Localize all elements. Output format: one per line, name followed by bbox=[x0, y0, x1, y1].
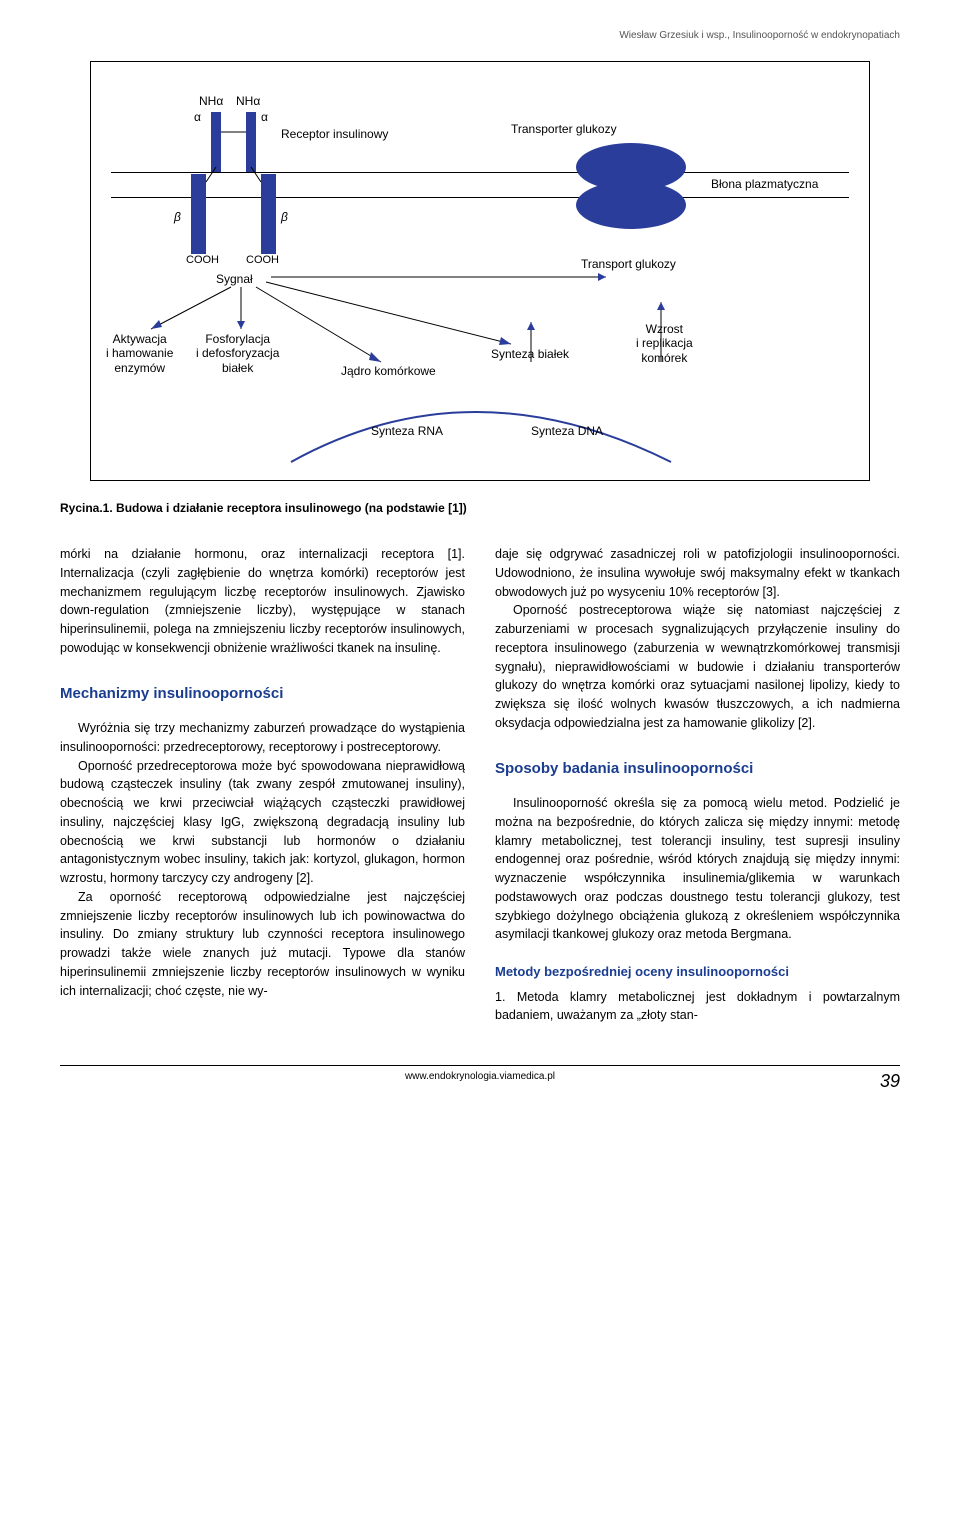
figure-caption-text: Budowa i działanie receptora insulinoweg… bbox=[113, 501, 467, 515]
label-beta-1: β bbox=[174, 210, 181, 224]
footer-url: www.endokrynologia.viamedica.pl bbox=[405, 1071, 555, 1082]
right-p1: daje się odgrywać zasadniczej roli w pat… bbox=[495, 545, 900, 601]
label-signal: Sygnał bbox=[216, 272, 253, 286]
page-container: Wiesław Grzesiuk i wsp., Insulinoopornoś… bbox=[0, 0, 960, 1102]
page-number: 39 bbox=[880, 1071, 900, 1092]
diagram-svg bbox=[91, 62, 871, 482]
page-footer: www.endokrynologia.viamedica.pl 39 bbox=[60, 1065, 900, 1082]
figure-caption: Rycina.1. Budowa i działanie receptora i… bbox=[60, 501, 900, 515]
label-membrane: Błona plazmatyczna bbox=[711, 177, 818, 191]
right-p4: 1. Metoda klamry metabolicznej jest dokł… bbox=[495, 988, 900, 1026]
heading-mechanizmy: Mechanizmy insulinooporności bbox=[60, 683, 465, 706]
running-title-text: Wiesław Grzesiuk i wsp., Insulinoopornoś… bbox=[619, 30, 900, 41]
label-activation: Aktywacja i hamowanie enzymów bbox=[106, 332, 173, 375]
label-transport: Transport glukozy bbox=[581, 257, 676, 271]
label-alpha-1: α bbox=[194, 110, 201, 124]
label-nh-alpha-1: NHα bbox=[199, 94, 223, 108]
figure-diagram: NHα NHα α α Receptor insulinowy Transpor… bbox=[90, 61, 870, 481]
heading-sposoby: Sposoby badania insulinooporności bbox=[495, 758, 900, 781]
label-transporter: Transporter glukozy bbox=[511, 122, 617, 136]
left-p2: Wyróżnia się trzy mechanizmy zaburzeń pr… bbox=[60, 719, 465, 757]
body-columns: mórki na działanie hormonu, oraz interna… bbox=[60, 545, 900, 1025]
label-phosphorylation: Fosforylacja i defosforyzacja białek bbox=[196, 332, 279, 375]
label-cooh-1: COOH bbox=[186, 254, 219, 267]
label-growth: Wzrost i replikacja komórek bbox=[636, 322, 693, 365]
label-receptor: Receptor insulinowy bbox=[281, 127, 388, 141]
subheading-metody: Metody bezpośredniej oceny insulinooporn… bbox=[495, 962, 900, 982]
right-p3: Insulinooporność określa się za pomocą w… bbox=[495, 794, 900, 944]
right-column: daje się odgrywać zasadniczej roli w pat… bbox=[495, 545, 900, 1025]
label-beta-2: β bbox=[281, 210, 288, 224]
label-nucleus: Jądro komórkowe bbox=[341, 364, 436, 378]
left-p3: Oporność przedreceptorowa może być spowo… bbox=[60, 757, 465, 888]
label-rna: Synteza RNA bbox=[371, 424, 443, 438]
right-p2: Oporność postreceptorowa wiąże się natom… bbox=[495, 601, 900, 732]
label-alpha-2: α bbox=[261, 110, 268, 124]
label-cooh-2: COOH bbox=[246, 254, 279, 267]
label-nh-alpha-2: NHα bbox=[236, 94, 260, 108]
running-header: Wiesław Grzesiuk i wsp., Insulinoopornoś… bbox=[60, 30, 900, 41]
label-synthesis-proteins: Synteza białek bbox=[491, 347, 569, 361]
label-dna: Synteza DNA bbox=[531, 424, 603, 438]
left-column: mórki na działanie hormonu, oraz interna… bbox=[60, 545, 465, 1025]
left-p1: mórki na działanie hormonu, oraz interna… bbox=[60, 545, 465, 658]
figure-caption-label: Rycina.1. bbox=[60, 501, 113, 515]
left-p4: Za oporność receptorową odpowiedzialne j… bbox=[60, 888, 465, 1001]
